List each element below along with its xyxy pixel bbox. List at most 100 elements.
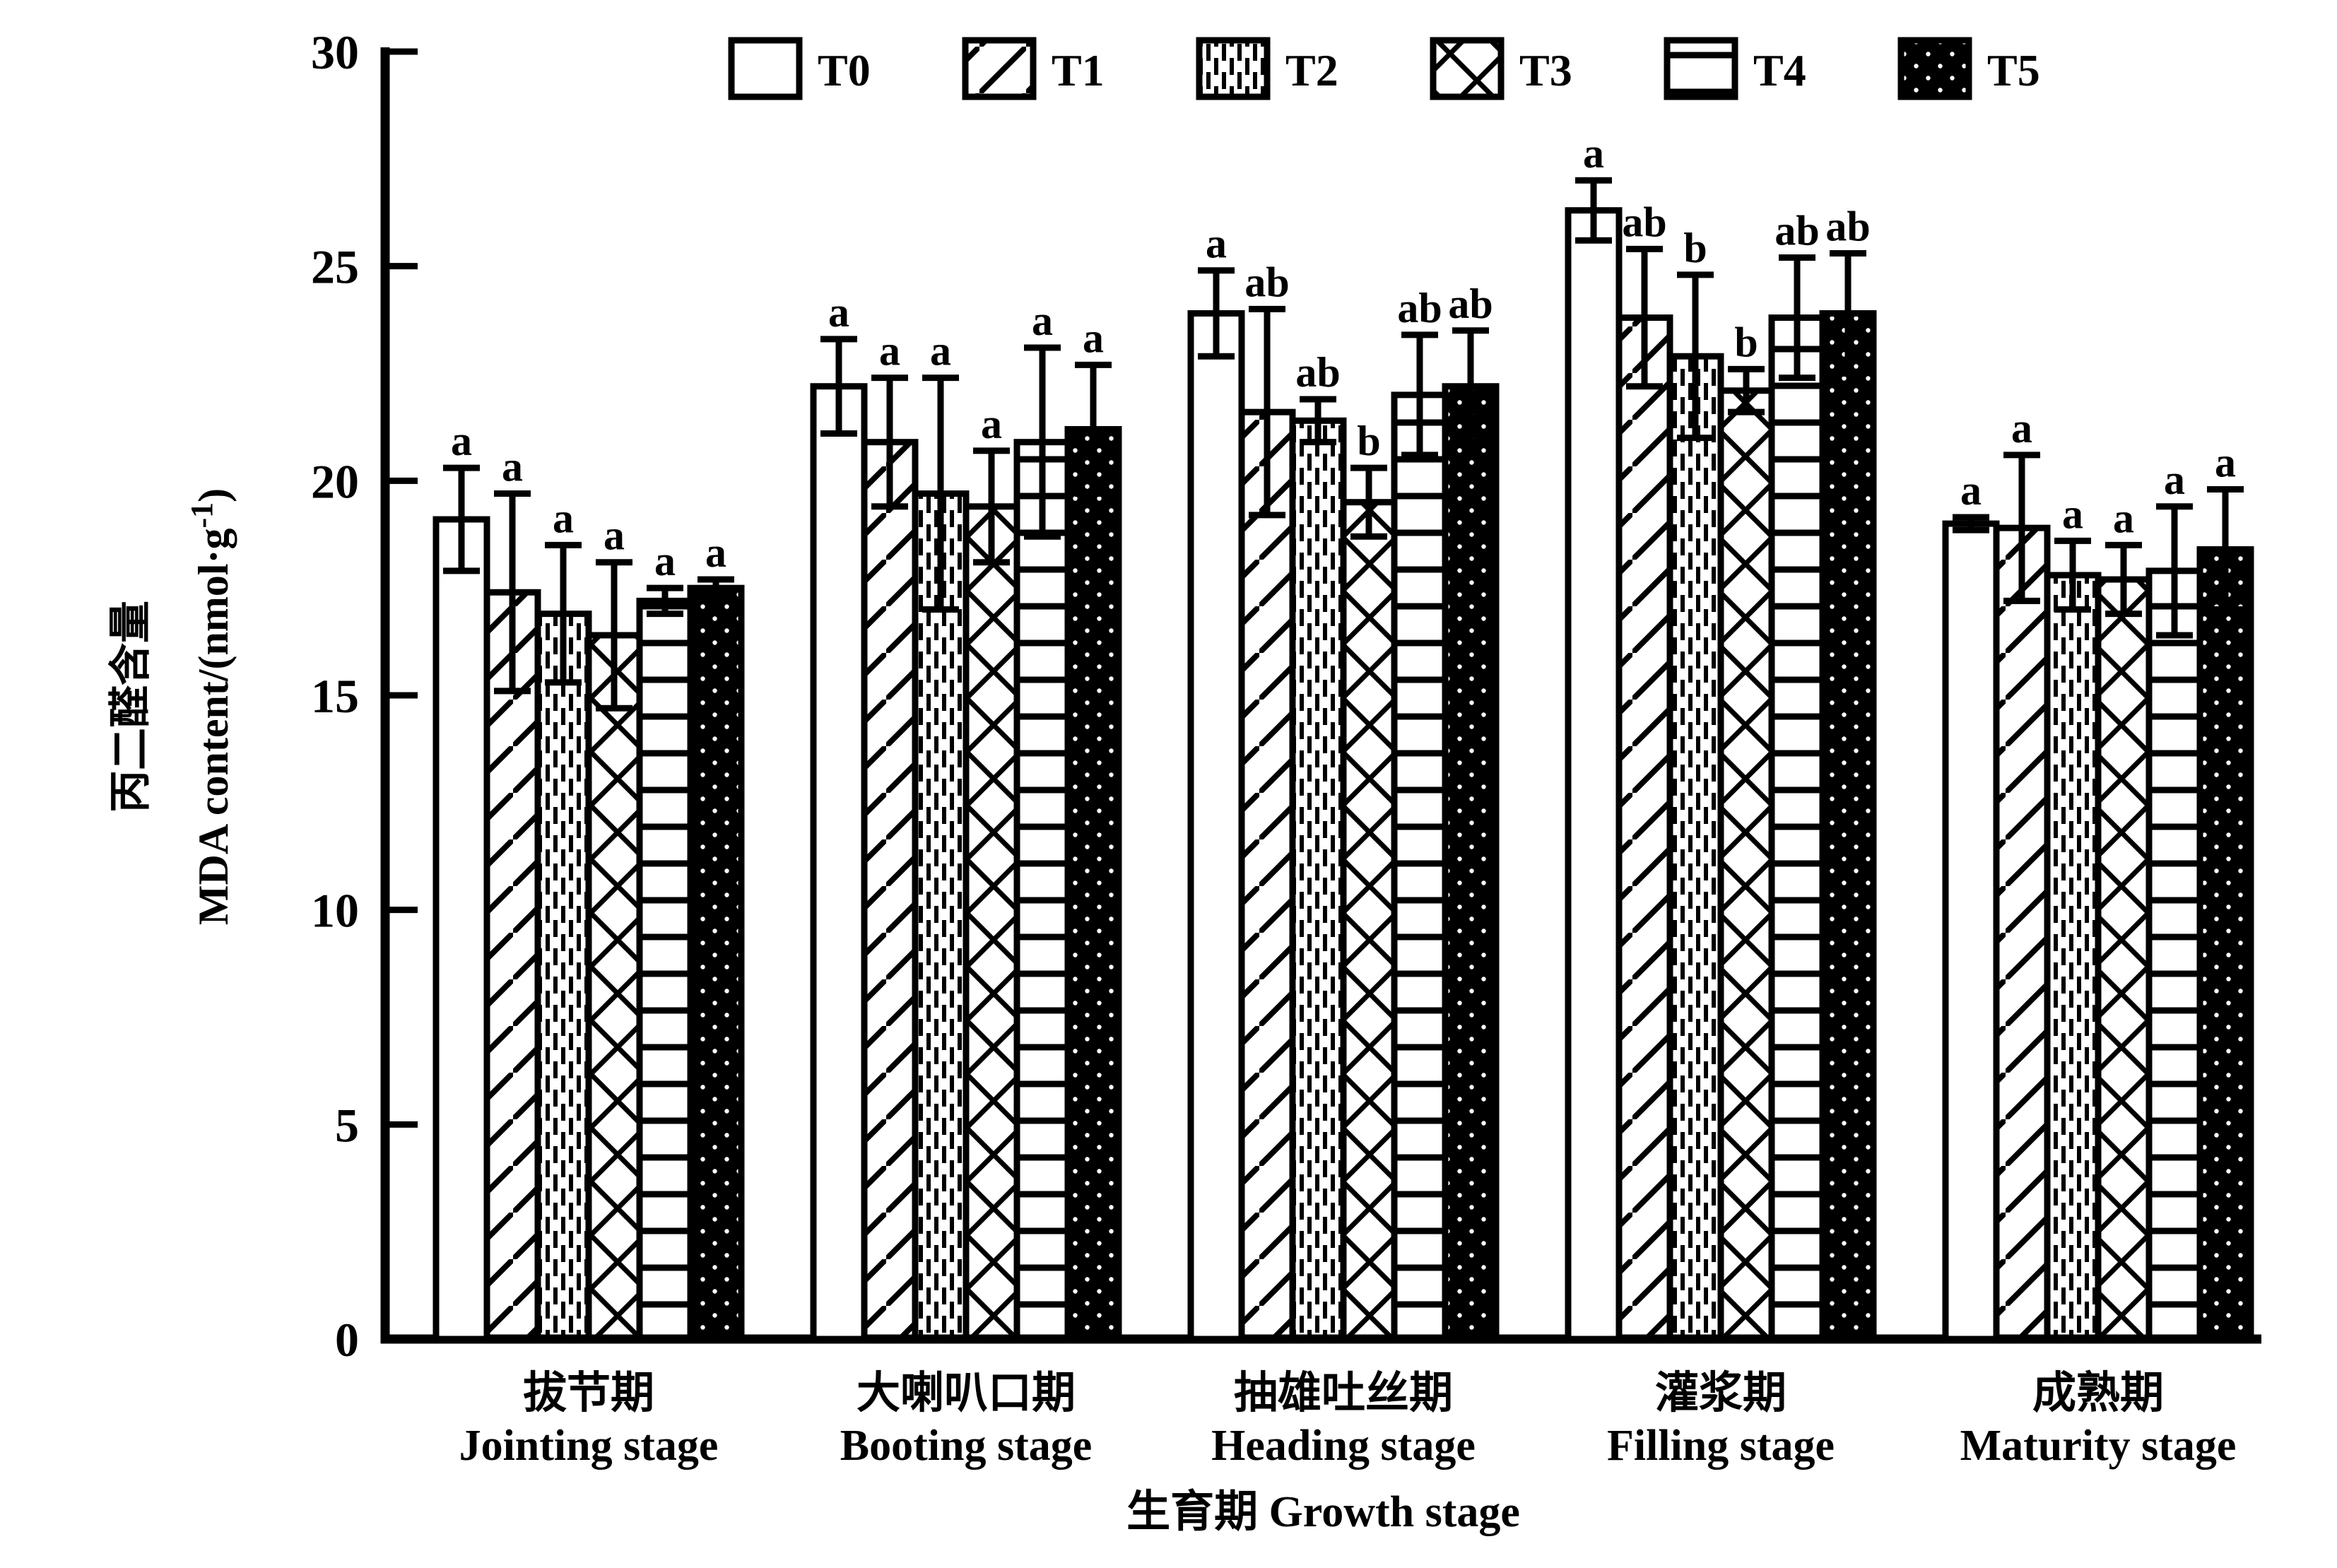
legend-swatch-diagonal-hatch <box>962 37 1037 100</box>
bar-t0-filling <box>1565 207 1623 1343</box>
significance-letter: a <box>451 418 472 464</box>
x-label-en: Maturity stage <box>1960 1422 2237 1470</box>
bar-t5-heading <box>1442 383 1500 1343</box>
significance-letter: ab <box>1397 285 1442 331</box>
legend-label: T5 <box>1987 45 2040 95</box>
bar-t0-maturity <box>1942 520 2000 1343</box>
x-label-en: Booting stage <box>840 1422 1093 1470</box>
significance-letter: ab <box>1448 281 1493 327</box>
significance-letter: a <box>1583 130 1604 177</box>
significance-letter: a <box>2062 490 2083 537</box>
y-tick-label: 15 <box>311 669 359 723</box>
bar-t1-jointing <box>483 589 541 1343</box>
bar-t1-maturity <box>1993 524 2051 1343</box>
significance-letter: a <box>1960 467 1982 514</box>
significance-letter: a <box>930 328 951 375</box>
bar-t2-heading <box>1289 417 1347 1343</box>
y-tick-label: 0 <box>335 1313 359 1367</box>
legend: T0 T1 T2 T3 T4 T5 <box>728 37 2040 100</box>
bar-t5-maturity <box>2196 546 2254 1343</box>
legend-label: T2 <box>1285 45 1338 95</box>
bar-t4-jointing <box>636 597 694 1343</box>
bar-t3-booting <box>963 503 1020 1343</box>
bar-t1-filling <box>1615 314 1673 1343</box>
significance-letter: b <box>1683 225 1707 271</box>
legend-swatch-plain <box>728 37 803 100</box>
significance-letter: a <box>604 512 625 559</box>
legend-label: T1 <box>1052 45 1105 95</box>
x-label-en: Heading stage <box>1211 1422 1476 1470</box>
x-label-cn: 拔节期 <box>523 1369 654 1417</box>
bar-t5-jointing <box>687 584 745 1343</box>
x-label-en: Filling stage <box>1607 1422 1835 1470</box>
y-tick-label: 30 <box>311 25 359 79</box>
significance-letter: a <box>1032 297 1053 344</box>
legend-label: T3 <box>1519 45 1572 95</box>
significance-letter: a <box>828 289 849 336</box>
bar-t2-booting <box>912 490 970 1343</box>
legend-swatch-black-white-dots <box>1897 37 1972 100</box>
x-label-cn: 灌浆期 <box>1655 1369 1786 1417</box>
significance-letter: a <box>705 529 726 576</box>
significance-letter: ab <box>1244 259 1289 305</box>
legend-item-t0: T0 <box>728 37 871 100</box>
significance-letter: ab <box>1825 203 1870 249</box>
legend-item-t2: T2 <box>1196 37 1338 100</box>
bar-t3-filling <box>1717 387 1775 1343</box>
significance-letter: a <box>981 401 1002 447</box>
significance-letter: a <box>2215 439 2236 485</box>
bar-t0-booting <box>810 383 868 1343</box>
significance-letter: ab <box>1774 208 1819 254</box>
x-label-cn: 抽雄吐丝期 <box>1234 1369 1453 1417</box>
significance-letter: a <box>2113 495 2134 541</box>
significance-letter: a <box>654 538 676 584</box>
significance-letter: a <box>879 328 900 375</box>
y-tick-label: 5 <box>335 1098 359 1152</box>
bar-t3-maturity <box>2095 576 2153 1343</box>
legend-swatch-dotted-dash <box>1196 37 1271 100</box>
bar-t3-jointing <box>585 632 643 1343</box>
bar-t5-filling <box>1819 310 1877 1343</box>
significance-letter: ab <box>1295 349 1340 396</box>
bar-t2-maturity <box>2044 572 2102 1343</box>
bar-t3-heading <box>1340 499 1398 1343</box>
significance-letter: a <box>2164 456 2185 503</box>
legend-label: T0 <box>818 45 871 95</box>
bar-t0-heading <box>1187 310 1245 1343</box>
significance-letter: ab <box>1622 199 1666 245</box>
legend-swatch-diamond-crosshatch <box>1430 37 1505 100</box>
legend-swatch-horizontal-lines <box>1664 37 1738 100</box>
significance-letter: a <box>502 444 523 490</box>
significance-letter: a <box>553 495 574 541</box>
significance-letter: b <box>1734 319 1758 365</box>
y-axis-title-en: MDA content/(nmol·g-1) <box>184 488 237 925</box>
y-tick-label: 20 <box>311 454 359 508</box>
x-axis-title: 生育期 Growth stage <box>1126 1487 1520 1536</box>
bar-t4-booting <box>1013 439 1071 1343</box>
bar-t4-filling <box>1768 314 1826 1343</box>
significance-letter: a <box>1083 314 1104 361</box>
x-label-en: Jointing stage <box>459 1422 719 1470</box>
bar-t2-filling <box>1666 353 1724 1343</box>
legend-item-t4: T4 <box>1664 37 1806 100</box>
bar-t0-jointing <box>432 516 490 1343</box>
x-label-cn: 大喇叭口期 <box>856 1369 1076 1417</box>
y-tick-label: 10 <box>311 884 359 938</box>
legend-item-t5: T5 <box>1897 37 2040 100</box>
legend-label: T4 <box>1753 45 1806 95</box>
y-tick-label: 25 <box>311 240 359 294</box>
bar-t1-heading <box>1238 408 1296 1343</box>
significance-letter: a <box>2011 405 2032 452</box>
legend-item-t3: T3 <box>1430 37 1572 100</box>
bar-t1-booting <box>861 439 919 1343</box>
x-label-cn: 成熟期 <box>2032 1369 2164 1417</box>
x-category-labels: 拔节期 Jointing stage 大喇叭口期 Booting stage 抽雄吐丝期… <box>459 1369 2237 1470</box>
bar-t4-maturity <box>2145 567 2203 1343</box>
bar-t4-heading <box>1391 391 1449 1343</box>
legend-item-t1: T1 <box>962 37 1105 100</box>
bar-t2-jointing <box>534 611 592 1343</box>
significance-letter: a <box>1206 220 1227 267</box>
